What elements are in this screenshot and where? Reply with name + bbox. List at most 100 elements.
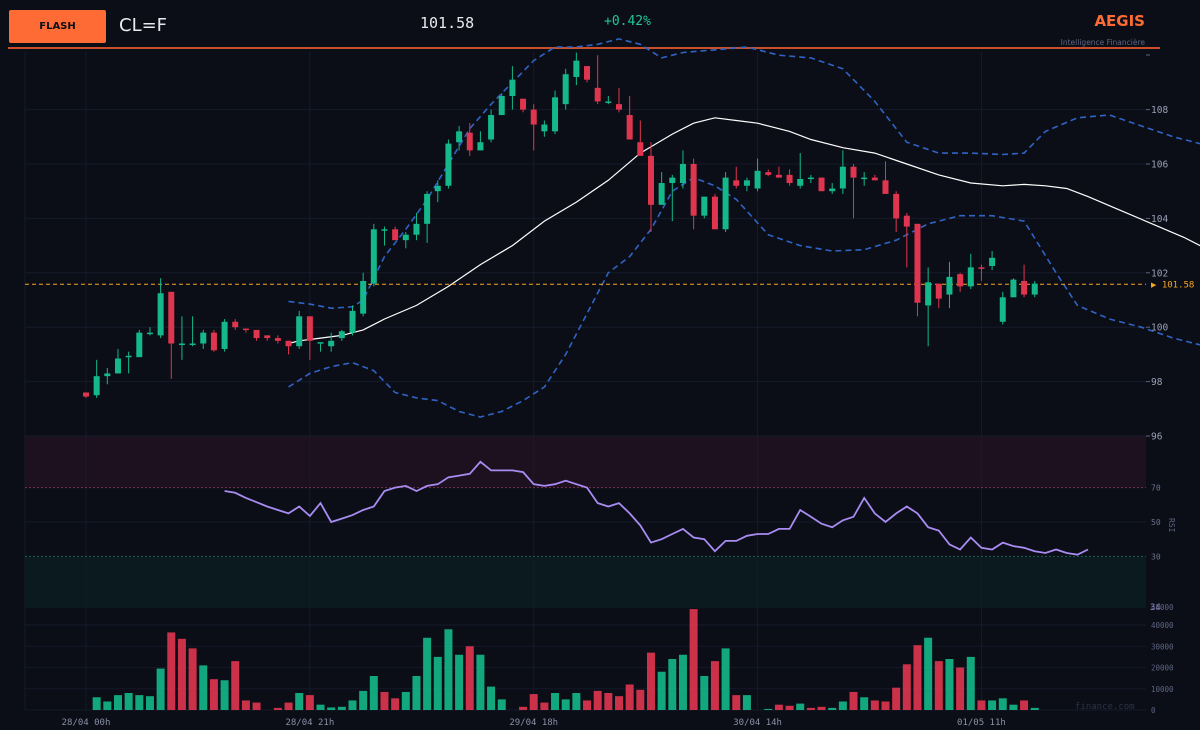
candle-body xyxy=(893,193,900,219)
candle-body xyxy=(210,332,217,351)
candle-body xyxy=(775,174,782,178)
candle-body xyxy=(871,177,878,181)
volume-bar xyxy=(220,680,229,710)
rsi-tick-label: 50 xyxy=(1151,518,1161,527)
volume-bar xyxy=(689,609,698,710)
candle-body xyxy=(647,155,654,205)
volume-bar xyxy=(401,691,410,710)
volume-bar xyxy=(657,671,666,710)
volume-bar xyxy=(902,664,911,710)
volume-bar xyxy=(241,700,250,710)
candle-body xyxy=(616,104,622,110)
volume-bar xyxy=(273,707,282,710)
volume-bar xyxy=(636,689,645,710)
rsi-line xyxy=(224,460,1089,556)
volume-bar xyxy=(817,706,826,710)
overbought-zone xyxy=(25,436,1146,488)
volume-bar xyxy=(444,629,453,710)
candle-body xyxy=(829,188,836,192)
candle-body xyxy=(168,291,175,344)
candle-body xyxy=(743,180,750,186)
candle-body xyxy=(573,60,580,77)
volume-bar xyxy=(924,637,933,710)
volume-bar xyxy=(199,665,208,710)
volume-bar xyxy=(977,700,986,710)
candle-body xyxy=(136,332,143,358)
volume-bar xyxy=(177,638,186,710)
volume-bar xyxy=(593,690,602,710)
volume-bar xyxy=(305,695,314,710)
candle-body xyxy=(637,142,644,156)
candle-body xyxy=(509,79,516,96)
candle-body xyxy=(946,276,953,295)
price-change: +0.42% xyxy=(604,14,651,29)
volume-bar xyxy=(700,676,709,710)
candle-body xyxy=(786,174,793,184)
volume-bar xyxy=(1009,704,1018,710)
rsi-last-value: 34 xyxy=(1150,603,1161,613)
ticker-symbol: CL=F xyxy=(119,15,168,36)
price-tick-label: 96 xyxy=(1151,432,1163,443)
candle-body xyxy=(861,177,868,180)
volume-tick-label: 0 xyxy=(1151,706,1156,715)
candle-body xyxy=(914,223,921,303)
volume-bar xyxy=(668,659,677,710)
candle-body xyxy=(488,115,495,140)
oversold-zone xyxy=(25,556,1146,608)
volume-bar xyxy=(604,693,613,710)
candle-body xyxy=(221,321,228,349)
volume-bar xyxy=(934,661,943,710)
price-tick-label: 100 xyxy=(1151,323,1168,334)
candle-body xyxy=(338,331,345,339)
volume-bar xyxy=(348,700,357,710)
volume-bar xyxy=(167,632,176,710)
flash-badge[interactable]: FLASH xyxy=(9,10,106,43)
volume-bar xyxy=(380,691,389,710)
volume-bar xyxy=(497,699,506,710)
volume-bar xyxy=(135,695,144,710)
candle-body xyxy=(264,335,271,339)
candle-body xyxy=(818,177,825,192)
candle-body xyxy=(605,101,612,103)
volume-bar xyxy=(391,698,400,710)
candle-body xyxy=(445,143,452,186)
candle-body xyxy=(690,164,697,216)
candle-body xyxy=(925,282,932,306)
time-axis-label: 01/05 11h xyxy=(957,718,1006,728)
candle-body xyxy=(114,358,121,374)
candle-body xyxy=(1010,279,1017,298)
volume-bar xyxy=(988,700,997,710)
candle-body xyxy=(957,274,964,287)
candle-body xyxy=(413,223,420,235)
volume-bar xyxy=(156,668,165,710)
candle-body xyxy=(232,321,239,328)
volume-tick-label: 48000 xyxy=(1151,603,1174,612)
candle-body xyxy=(424,193,431,224)
time-axis-label: 30/04 14h xyxy=(733,718,782,728)
candle-body xyxy=(658,183,665,205)
volume-bar xyxy=(956,667,965,710)
price-tick-label: 106 xyxy=(1151,160,1168,171)
candle-body xyxy=(498,96,505,116)
lower-band-line xyxy=(288,176,1200,418)
candle-body xyxy=(456,131,463,143)
candle-body xyxy=(434,185,441,192)
volume-bar xyxy=(295,693,304,710)
volume-bar xyxy=(710,661,719,710)
volume-bar xyxy=(646,652,655,710)
volume-bar xyxy=(519,706,528,710)
candle-body xyxy=(157,293,164,336)
header-bar: FLASH CL=F 101.58 +0.42% AEGIS Intellige… xyxy=(0,0,1200,48)
volume-bar xyxy=(231,661,240,710)
volume-bar xyxy=(806,707,815,710)
volume-bar xyxy=(487,686,496,710)
candle-body xyxy=(530,109,537,125)
volume-bar xyxy=(572,693,581,710)
volume-bar xyxy=(92,697,101,710)
volume-bar xyxy=(476,654,485,710)
candle-body xyxy=(178,343,185,346)
candle-body xyxy=(253,329,260,339)
candle-body xyxy=(541,124,548,132)
volume-bar xyxy=(359,690,368,710)
